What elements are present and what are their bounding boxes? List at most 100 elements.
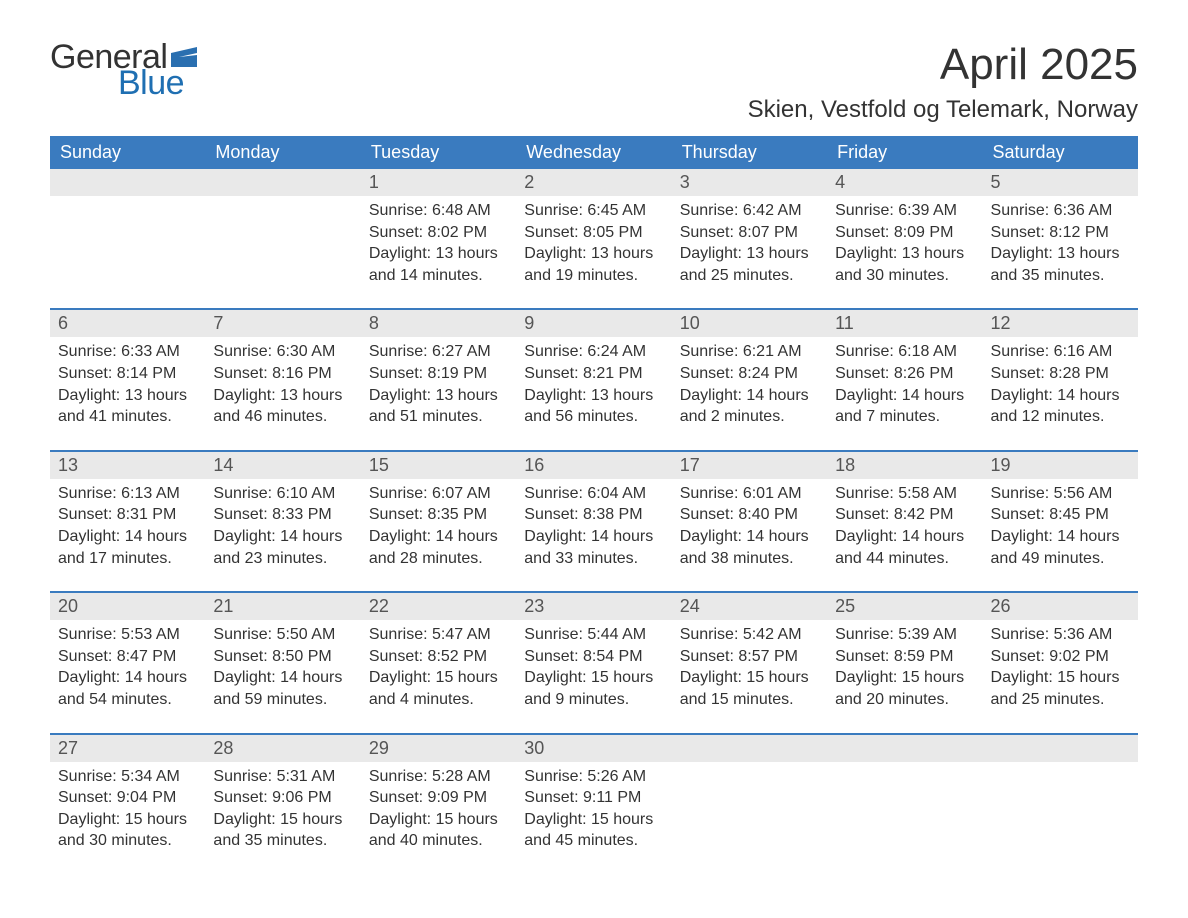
day-details: Sunrise: 5:34 AMSunset: 9:04 PMDaylight:… — [50, 762, 205, 856]
sunset-text: Sunset: 8:02 PM — [369, 222, 508, 244]
daylight-text: Daylight: 14 hours — [991, 526, 1130, 548]
day-number: 29 — [361, 735, 516, 762]
sunset-text: Sunset: 8:05 PM — [524, 222, 663, 244]
sunrise-text: Sunrise: 5:42 AM — [680, 624, 819, 646]
sunrise-text: Sunrise: 6:42 AM — [680, 200, 819, 222]
calendar-day: 22Sunrise: 5:47 AMSunset: 8:52 PMDayligh… — [361, 593, 516, 714]
daylight-text: and 19 minutes. — [524, 265, 663, 287]
sunset-text: Sunset: 8:54 PM — [524, 646, 663, 668]
daylight-text: Daylight: 13 hours — [369, 243, 508, 265]
title-block: April 2025 Skien, Vestfold og Telemark, … — [748, 40, 1138, 124]
sunrise-text: Sunrise: 6:13 AM — [58, 483, 197, 505]
calendar-day: 24Sunrise: 5:42 AMSunset: 8:57 PMDayligh… — [672, 593, 827, 714]
daylight-text: Daylight: 13 hours — [991, 243, 1130, 265]
sunset-text: Sunset: 9:04 PM — [58, 787, 197, 809]
day-number — [50, 169, 205, 196]
day-details: Sunrise: 5:44 AMSunset: 8:54 PMDaylight:… — [516, 620, 671, 714]
sunset-text: Sunset: 8:26 PM — [835, 363, 974, 385]
daylight-text: and 41 minutes. — [58, 406, 197, 428]
daylight-text: and 28 minutes. — [369, 548, 508, 570]
day-header: Thursday — [672, 136, 827, 169]
day-number: 28 — [205, 735, 360, 762]
daylight-text: Daylight: 13 hours — [524, 243, 663, 265]
sunrise-text: Sunrise: 5:31 AM — [213, 766, 352, 788]
calendar-day: 11Sunrise: 6:18 AMSunset: 8:26 PMDayligh… — [827, 310, 982, 431]
sunset-text: Sunset: 8:19 PM — [369, 363, 508, 385]
day-header: Friday — [827, 136, 982, 169]
day-details: Sunrise: 5:31 AMSunset: 9:06 PMDaylight:… — [205, 762, 360, 856]
daylight-text: and 49 minutes. — [991, 548, 1130, 570]
sunrise-text: Sunrise: 6:18 AM — [835, 341, 974, 363]
daylight-text: and 35 minutes. — [213, 830, 352, 852]
sunset-text: Sunset: 8:52 PM — [369, 646, 508, 668]
calendar-day: 13Sunrise: 6:13 AMSunset: 8:31 PMDayligh… — [50, 452, 205, 573]
daylight-text: and 7 minutes. — [835, 406, 974, 428]
day-number: 23 — [516, 593, 671, 620]
day-number: 20 — [50, 593, 205, 620]
sunset-text: Sunset: 8:50 PM — [213, 646, 352, 668]
day-details: Sunrise: 6:13 AMSunset: 8:31 PMDaylight:… — [50, 479, 205, 573]
sunset-text: Sunset: 8:59 PM — [835, 646, 974, 668]
sunset-text: Sunset: 8:07 PM — [680, 222, 819, 244]
calendar-day — [205, 169, 360, 290]
daylight-text: Daylight: 15 hours — [524, 809, 663, 831]
calendar-week: 27Sunrise: 5:34 AMSunset: 9:04 PMDayligh… — [50, 733, 1138, 856]
sunrise-text: Sunrise: 6:27 AM — [369, 341, 508, 363]
sunset-text: Sunset: 8:57 PM — [680, 646, 819, 668]
sunset-text: Sunset: 8:40 PM — [680, 504, 819, 526]
sunrise-text: Sunrise: 5:36 AM — [991, 624, 1130, 646]
daylight-text: Daylight: 14 hours — [524, 526, 663, 548]
calendar-day: 17Sunrise: 6:01 AMSunset: 8:40 PMDayligh… — [672, 452, 827, 573]
calendar-day: 8Sunrise: 6:27 AMSunset: 8:19 PMDaylight… — [361, 310, 516, 431]
day-number: 11 — [827, 310, 982, 337]
daylight-text: Daylight: 15 hours — [835, 667, 974, 689]
day-number: 10 — [672, 310, 827, 337]
day-header: Tuesday — [361, 136, 516, 169]
daylight-text: Daylight: 15 hours — [58, 809, 197, 831]
day-number: 16 — [516, 452, 671, 479]
calendar-day: 29Sunrise: 5:28 AMSunset: 9:09 PMDayligh… — [361, 735, 516, 856]
day-details: Sunrise: 6:10 AMSunset: 8:33 PMDaylight:… — [205, 479, 360, 573]
daylight-text: and 44 minutes. — [835, 548, 974, 570]
day-number: 21 — [205, 593, 360, 620]
daylight-text: and 35 minutes. — [991, 265, 1130, 287]
daylight-text: and 56 minutes. — [524, 406, 663, 428]
sunrise-text: Sunrise: 5:58 AM — [835, 483, 974, 505]
day-number: 7 — [205, 310, 360, 337]
daylight-text: and 59 minutes. — [213, 689, 352, 711]
sunrise-text: Sunrise: 5:56 AM — [991, 483, 1130, 505]
calendar-day: 20Sunrise: 5:53 AMSunset: 8:47 PMDayligh… — [50, 593, 205, 714]
daylight-text: Daylight: 14 hours — [680, 385, 819, 407]
calendar-day: 23Sunrise: 5:44 AMSunset: 8:54 PMDayligh… — [516, 593, 671, 714]
day-details: Sunrise: 6:18 AMSunset: 8:26 PMDaylight:… — [827, 337, 982, 431]
day-number — [672, 735, 827, 762]
sunrise-text: Sunrise: 6:21 AM — [680, 341, 819, 363]
day-details: Sunrise: 6:04 AMSunset: 8:38 PMDaylight:… — [516, 479, 671, 573]
day-number — [983, 735, 1138, 762]
daylight-text: and 33 minutes. — [524, 548, 663, 570]
day-header: Sunday — [50, 136, 205, 169]
day-header: Saturday — [983, 136, 1138, 169]
calendar-day: 6Sunrise: 6:33 AMSunset: 8:14 PMDaylight… — [50, 310, 205, 431]
calendar-day: 28Sunrise: 5:31 AMSunset: 9:06 PMDayligh… — [205, 735, 360, 856]
calendar-day: 2Sunrise: 6:45 AMSunset: 8:05 PMDaylight… — [516, 169, 671, 290]
calendar-day: 1Sunrise: 6:48 AMSunset: 8:02 PMDaylight… — [361, 169, 516, 290]
daylight-text: and 51 minutes. — [369, 406, 508, 428]
daylight-text: Daylight: 15 hours — [680, 667, 819, 689]
sunrise-text: Sunrise: 5:53 AM — [58, 624, 197, 646]
sunset-text: Sunset: 9:11 PM — [524, 787, 663, 809]
sunset-text: Sunset: 8:21 PM — [524, 363, 663, 385]
day-number: 1 — [361, 169, 516, 196]
calendar-day: 12Sunrise: 6:16 AMSunset: 8:28 PMDayligh… — [983, 310, 1138, 431]
calendar-week: 13Sunrise: 6:13 AMSunset: 8:31 PMDayligh… — [50, 450, 1138, 573]
daylight-text: Daylight: 14 hours — [991, 385, 1130, 407]
sunset-text: Sunset: 8:16 PM — [213, 363, 352, 385]
daylight-text: and 54 minutes. — [58, 689, 197, 711]
day-header: Monday — [205, 136, 360, 169]
sunrise-text: Sunrise: 6:07 AM — [369, 483, 508, 505]
day-number: 14 — [205, 452, 360, 479]
daylight-text: Daylight: 13 hours — [369, 385, 508, 407]
sunrise-text: Sunrise: 5:50 AM — [213, 624, 352, 646]
daylight-text: and 40 minutes. — [369, 830, 508, 852]
calendar-week: 20Sunrise: 5:53 AMSunset: 8:47 PMDayligh… — [50, 591, 1138, 714]
